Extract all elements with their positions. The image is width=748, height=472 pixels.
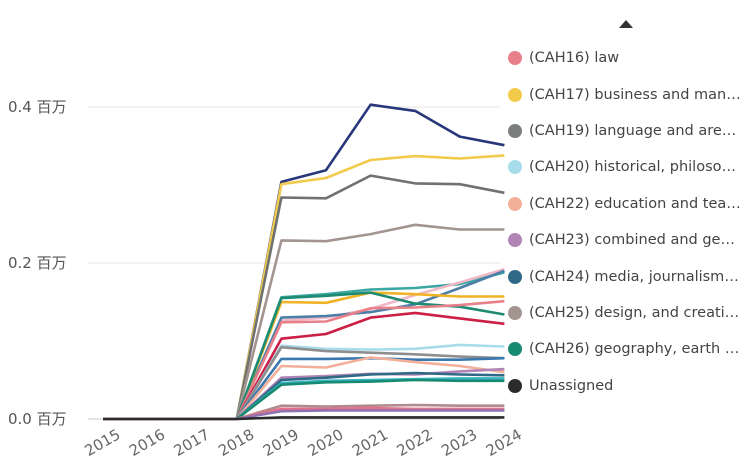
legend-swatch-icon bbox=[508, 160, 522, 175]
legend-label: (CAH23) combined and general studies bbox=[529, 232, 741, 249]
legend-label: (CAH16) law bbox=[529, 50, 620, 67]
legend-swatch-icon bbox=[508, 269, 522, 284]
legend-item[interactable]: Unassigned bbox=[508, 368, 744, 404]
series-line[interactable] bbox=[103, 378, 505, 421]
legend-label: (CAH20) historical, philosophical and re… bbox=[529, 159, 741, 176]
legend-item[interactable]: (CAH19) language and area studies bbox=[508, 113, 744, 149]
legend-item[interactable]: (CAH16) law bbox=[508, 40, 744, 76]
legend-item[interactable]: (CAH20) historical, philosophical and re… bbox=[508, 149, 744, 185]
y-tick-label: 0.2 百万 bbox=[8, 254, 67, 272]
legend-swatch-icon bbox=[508, 51, 522, 66]
x-tick-label: 2024 bbox=[483, 425, 525, 460]
x-tick-label: 2022 bbox=[394, 425, 436, 460]
y-tick-label: 0.0 百万 bbox=[8, 410, 67, 428]
legend-item[interactable]: (CAH25) design, and creative and perform… bbox=[508, 295, 744, 331]
legend-label: Unassigned bbox=[529, 377, 614, 394]
x-tick-label: 2023 bbox=[438, 425, 480, 460]
legend-label: (CAH24) media, journalism and communicat… bbox=[529, 268, 741, 285]
legend-item[interactable]: (CAH17) business and management bbox=[508, 76, 744, 112]
series-lines bbox=[103, 103, 505, 421]
legend-swatch-icon bbox=[508, 378, 522, 393]
x-tick-label: 2018 bbox=[215, 425, 257, 460]
triangle-up-icon[interactable] bbox=[619, 20, 633, 28]
legend-swatch-icon bbox=[508, 305, 522, 320]
legend-swatch-icon bbox=[508, 196, 522, 211]
legend-label: (CAH26) geography, earth and environment… bbox=[529, 341, 741, 358]
legend-swatch-icon bbox=[508, 87, 522, 102]
legend: (CAH16) law (CAH17) business and manageme… bbox=[508, 40, 744, 404]
legend-label: (CAH22) education and teaching bbox=[529, 195, 741, 212]
legend-item[interactable]: (CAH24) media, journalism and communicat… bbox=[508, 258, 744, 294]
series-line[interactable] bbox=[103, 267, 505, 421]
legend-item[interactable]: (CAH26) geography, earth and environment… bbox=[508, 331, 744, 367]
series-line[interactable] bbox=[103, 416, 505, 421]
legend-item[interactable]: (CAH22) education and teaching bbox=[508, 186, 744, 222]
legend-label: (CAH25) design, and creative and perform… bbox=[529, 304, 741, 321]
x-tick-label: 2015 bbox=[81, 425, 123, 460]
y-tick-label: 0.4 百万 bbox=[8, 98, 67, 116]
x-tick-label: 2020 bbox=[304, 425, 346, 460]
legend-label: (CAH17) business and management bbox=[529, 86, 741, 103]
x-tick-label: 2021 bbox=[349, 425, 391, 460]
y-axis-ticks: 0.0 百万 0.2 百万 0.4 百万 bbox=[8, 98, 67, 428]
x-tick-label: 2016 bbox=[126, 425, 168, 460]
legend-swatch-icon bbox=[508, 123, 522, 138]
legend-swatch-icon bbox=[508, 233, 522, 248]
legend-swatch-icon bbox=[508, 342, 522, 357]
x-axis-ticks: 2015 2016 2017 2018 2019 2020 2021 2022 2023 2024 bbox=[81, 425, 524, 460]
x-tick-label: 2017 bbox=[171, 425, 213, 460]
series-line[interactable] bbox=[103, 269, 505, 421]
legend-label: (CAH19) language and area studies bbox=[529, 122, 741, 139]
legend-item[interactable]: (CAH23) combined and general studies bbox=[508, 222, 744, 258]
x-tick-label: 2019 bbox=[260, 425, 302, 460]
